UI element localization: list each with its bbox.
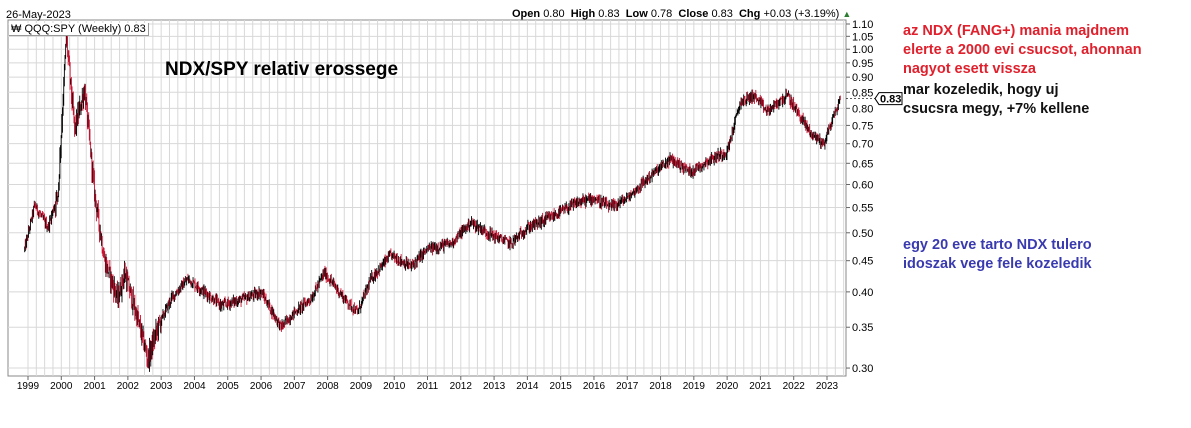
x-tick-label: 2009 [350,381,373,392]
y-tick-label: 0.95 [852,58,873,70]
y-tick-label: 0.50 [852,228,873,240]
x-tick-label: 2016 [583,381,606,392]
y-tick-label: 0.40 [852,287,873,299]
y-tick-label: 1.10 [852,19,873,31]
chg-label: Chg [738,8,761,20]
x-tick-label: 2015 [550,381,573,392]
open-label: Open [512,8,541,20]
x-tick-label: 2018 [649,381,672,392]
y-tick-label: 0.75 [852,120,873,132]
x-tick-label: 2011 [417,381,439,392]
x-tick-label: 2006 [250,381,273,392]
x-tick-label: 2010 [383,381,406,392]
y-tick-label: 0.45 [852,256,873,268]
annotation-new-high: mar kozeledik, hogy uj csucsra megy, +7%… [903,81,1089,119]
annotation-line: elerte a 2000 evi csucsot, ahonnan [903,42,1142,58]
ohlc-readout: Open 0.80 High 0.83 Low 0.78 Close 0.83 … [512,8,851,20]
chart-icon: ₩ [11,23,22,35]
open-value: 0.80 [543,8,565,20]
x-tick-label: 2012 [450,381,473,392]
annotation-fang-mania: az NDX (FANG+) mania majdnem elerte a 20… [903,22,1142,79]
y-tick-label: 0.30 [852,363,873,375]
y-tick-label: 0.70 [852,139,873,151]
annotation-line: nagyot esett vissza [903,61,1036,77]
series-legend: ₩ QQQ:SPY (Weekly) 0.83 [9,23,149,36]
y-tick-label: 1.05 [852,31,873,43]
y-tick-label: 0.90 [852,72,873,84]
x-tick-label: 2001 [83,381,106,392]
chg-value: +0.03 (+3.19%) [763,8,840,20]
x-tick-label: 2017 [616,381,639,392]
y-tick-label: 0.65 [852,158,873,170]
x-tick-label: 2000 [50,381,73,392]
y-tick-label: 0.35 [852,322,873,334]
grid [8,20,850,380]
high-label: High [570,8,596,20]
x-tick-label: 2014 [516,381,539,392]
annotation-line: egy 20 eve tarto NDX tulero [903,237,1092,253]
y-tick-label: 0.55 [852,203,873,215]
x-tick-label: 2008 [317,381,340,392]
x-tick-label: 1999 [17,381,40,392]
annotation-line: mar kozeledik, hogy uj [903,82,1059,98]
high-value: 0.83 [598,8,620,20]
x-tick-label: 2005 [217,381,240,392]
up-arrow-icon: ▲ [842,9,852,19]
last-value-label: 0.83 [880,94,901,106]
last-value-tag [874,92,903,106]
y-tick-label: 0.60 [852,180,873,192]
x-tick-label: 2013 [483,381,506,392]
symbol-label: QQQ:SPY (Weekly) 0.83 [24,23,146,35]
annotation-line: csucsra megy, +7% kellene [903,101,1090,117]
low-value: 0.78 [650,8,673,20]
x-tick-label: 2021 [749,381,772,392]
candles [24,30,841,372]
chart-date: 26-May-2023 [6,9,71,21]
x-tick-label: 2023 [816,381,839,392]
chart-annotation-title: NDX/SPY relativ erossege [165,59,399,80]
low-label: Low [625,8,648,20]
x-tick-label: 2022 [783,381,806,392]
x-tick-label: 2007 [283,381,306,392]
annotation-line: az NDX (FANG+) mania majdnem [903,23,1130,39]
annotation-line: idoszak vege fele kozeledik [903,256,1092,272]
y-tick-label: 0.80 [852,103,873,115]
annotation-outperformance: egy 20 eve tarto NDX tulero idoszak vege… [903,236,1092,274]
x-tick-label: 2003 [150,381,173,392]
x-tick-label: 2020 [716,381,739,392]
y-tick-label: 0.85 [852,87,873,99]
x-tick-label: 2002 [117,381,140,392]
close-label: Close [678,8,709,20]
close-value: 0.83 [711,8,733,20]
x-tick-label: 2004 [183,381,206,392]
x-tick-label: 2019 [683,381,706,392]
y-tick-label: 1.00 [852,44,873,56]
